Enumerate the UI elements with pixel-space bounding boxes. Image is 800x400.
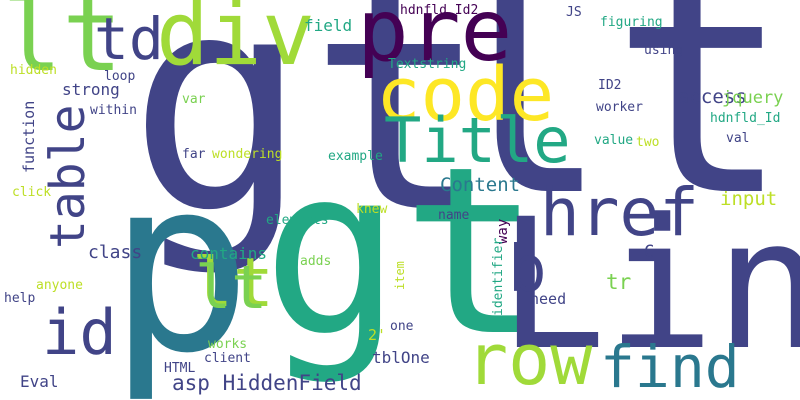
word-two-prime: 2' — [368, 326, 387, 344]
word-b: b — [508, 233, 547, 307]
word-works: works — [208, 337, 248, 352]
word-pre: pre — [357, 0, 513, 81]
word-worker: worker — [596, 100, 643, 115]
word-anyone: anyone — [36, 278, 83, 293]
word-function: function — [20, 100, 38, 173]
word-js: JS — [566, 5, 582, 20]
word-item: item — [393, 261, 407, 290]
word-lt-green: lt — [192, 244, 274, 323]
word-code: code — [376, 52, 555, 138]
word-loop: loop — [104, 69, 136, 84]
word-gt-medium: gt — [262, 117, 542, 387]
word-id2: ID2 — [598, 78, 622, 93]
word-title: Title — [384, 104, 571, 177]
word-help: help — [4, 291, 36, 306]
word-input: input — [720, 188, 778, 210]
word-class: class — [88, 242, 143, 263]
word-identifier: identifier — [491, 237, 506, 316]
word-client: client — [204, 351, 251, 366]
word-content: Content — [440, 174, 521, 196]
word-lt-left: lt — [2, 0, 123, 94]
word-hidden: hidden — [10, 63, 57, 78]
word-html: HTML — [164, 361, 196, 376]
word-within: within — [90, 103, 137, 118]
word-div: div — [156, 0, 315, 85]
word-value: value — [594, 133, 634, 148]
word-name: name — [438, 208, 470, 223]
word-click: click — [12, 185, 52, 200]
word-far: far — [182, 147, 206, 162]
word-td: td — [94, 5, 164, 73]
word-row: row — [466, 319, 593, 400]
word-var: var — [182, 92, 206, 107]
word-hdnfld-id2-top: hdnfld_Id2 — [400, 3, 479, 18]
word-c: C — [644, 242, 655, 262]
word-tr: tr — [606, 270, 632, 294]
word-knew: knew — [356, 202, 388, 217]
word-val: val — [726, 131, 750, 146]
word-jquery: jquery — [722, 88, 784, 108]
word-contains: contains — [190, 244, 268, 263]
word-figuring: figuring — [600, 15, 663, 30]
word-find: find — [600, 333, 740, 400]
word-access: access — [678, 86, 747, 108]
word-field: field — [304, 16, 353, 35]
word-tblone: tblOne — [372, 348, 430, 367]
word-example: example — [328, 149, 383, 164]
word-textstring: Textstring — [388, 57, 467, 72]
word-elements: elements — [266, 213, 329, 228]
word-href: href — [540, 174, 699, 251]
word-link: Link — [498, 181, 800, 390]
word-two: two — [636, 135, 660, 150]
word-eval: Eval — [20, 372, 59, 391]
word-adds: adds — [300, 254, 332, 269]
word-strong: strong — [62, 80, 120, 99]
word-need: need — [530, 290, 567, 308]
word-lt-mid: lt — [195, 253, 268, 323]
word-lt-large: lt — [430, 0, 792, 262]
word-using: using — [644, 43, 684, 58]
word-gt-large: gt — [128, 0, 490, 279]
word-table: table — [40, 104, 96, 250]
word-asp-hiddenfield: asp HiddenField — [172, 371, 362, 395]
word-hdnfld-id: hdnfld_Id — [710, 111, 781, 126]
word-id: id — [42, 296, 117, 369]
word-one: one — [390, 319, 414, 334]
word-wondering: wondering — [212, 147, 283, 162]
word-p: p — [108, 126, 253, 400]
